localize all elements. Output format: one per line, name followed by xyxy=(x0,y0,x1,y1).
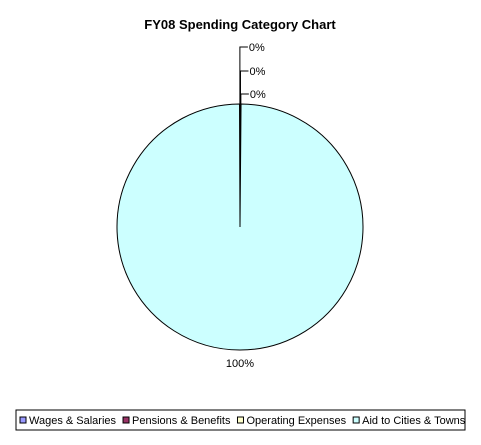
leader-line xyxy=(239,46,248,105)
pie-slice-aid-to-cities-towns xyxy=(116,103,364,351)
leader-line xyxy=(240,93,249,105)
legend: Wages & Salaries Pensions & Benefits Opera… xyxy=(15,409,466,431)
pie-slices xyxy=(116,103,364,351)
legend-label: Operating Expenses xyxy=(246,415,346,427)
leader-line xyxy=(239,70,249,105)
slice-label: 0% xyxy=(249,66,265,78)
chart-title: FY08 Spending Category Chart xyxy=(144,17,336,32)
slice-label: 0% xyxy=(249,42,265,54)
slice-label: 100% xyxy=(226,358,254,370)
slice-labels: 0% 0% 0% 100% xyxy=(226,42,266,370)
legend-label: Aid to Cities & Towns xyxy=(362,415,466,427)
slice-label: 0% xyxy=(250,89,266,101)
legend-swatch xyxy=(352,416,360,424)
label-leaders xyxy=(239,46,249,105)
legend-label: Wages & Salaries xyxy=(29,415,117,427)
legend-swatch xyxy=(236,416,244,424)
legend-swatch xyxy=(19,416,27,424)
legend-swatch xyxy=(122,416,130,424)
legend-label: Pensions & Benefits xyxy=(132,415,231,427)
